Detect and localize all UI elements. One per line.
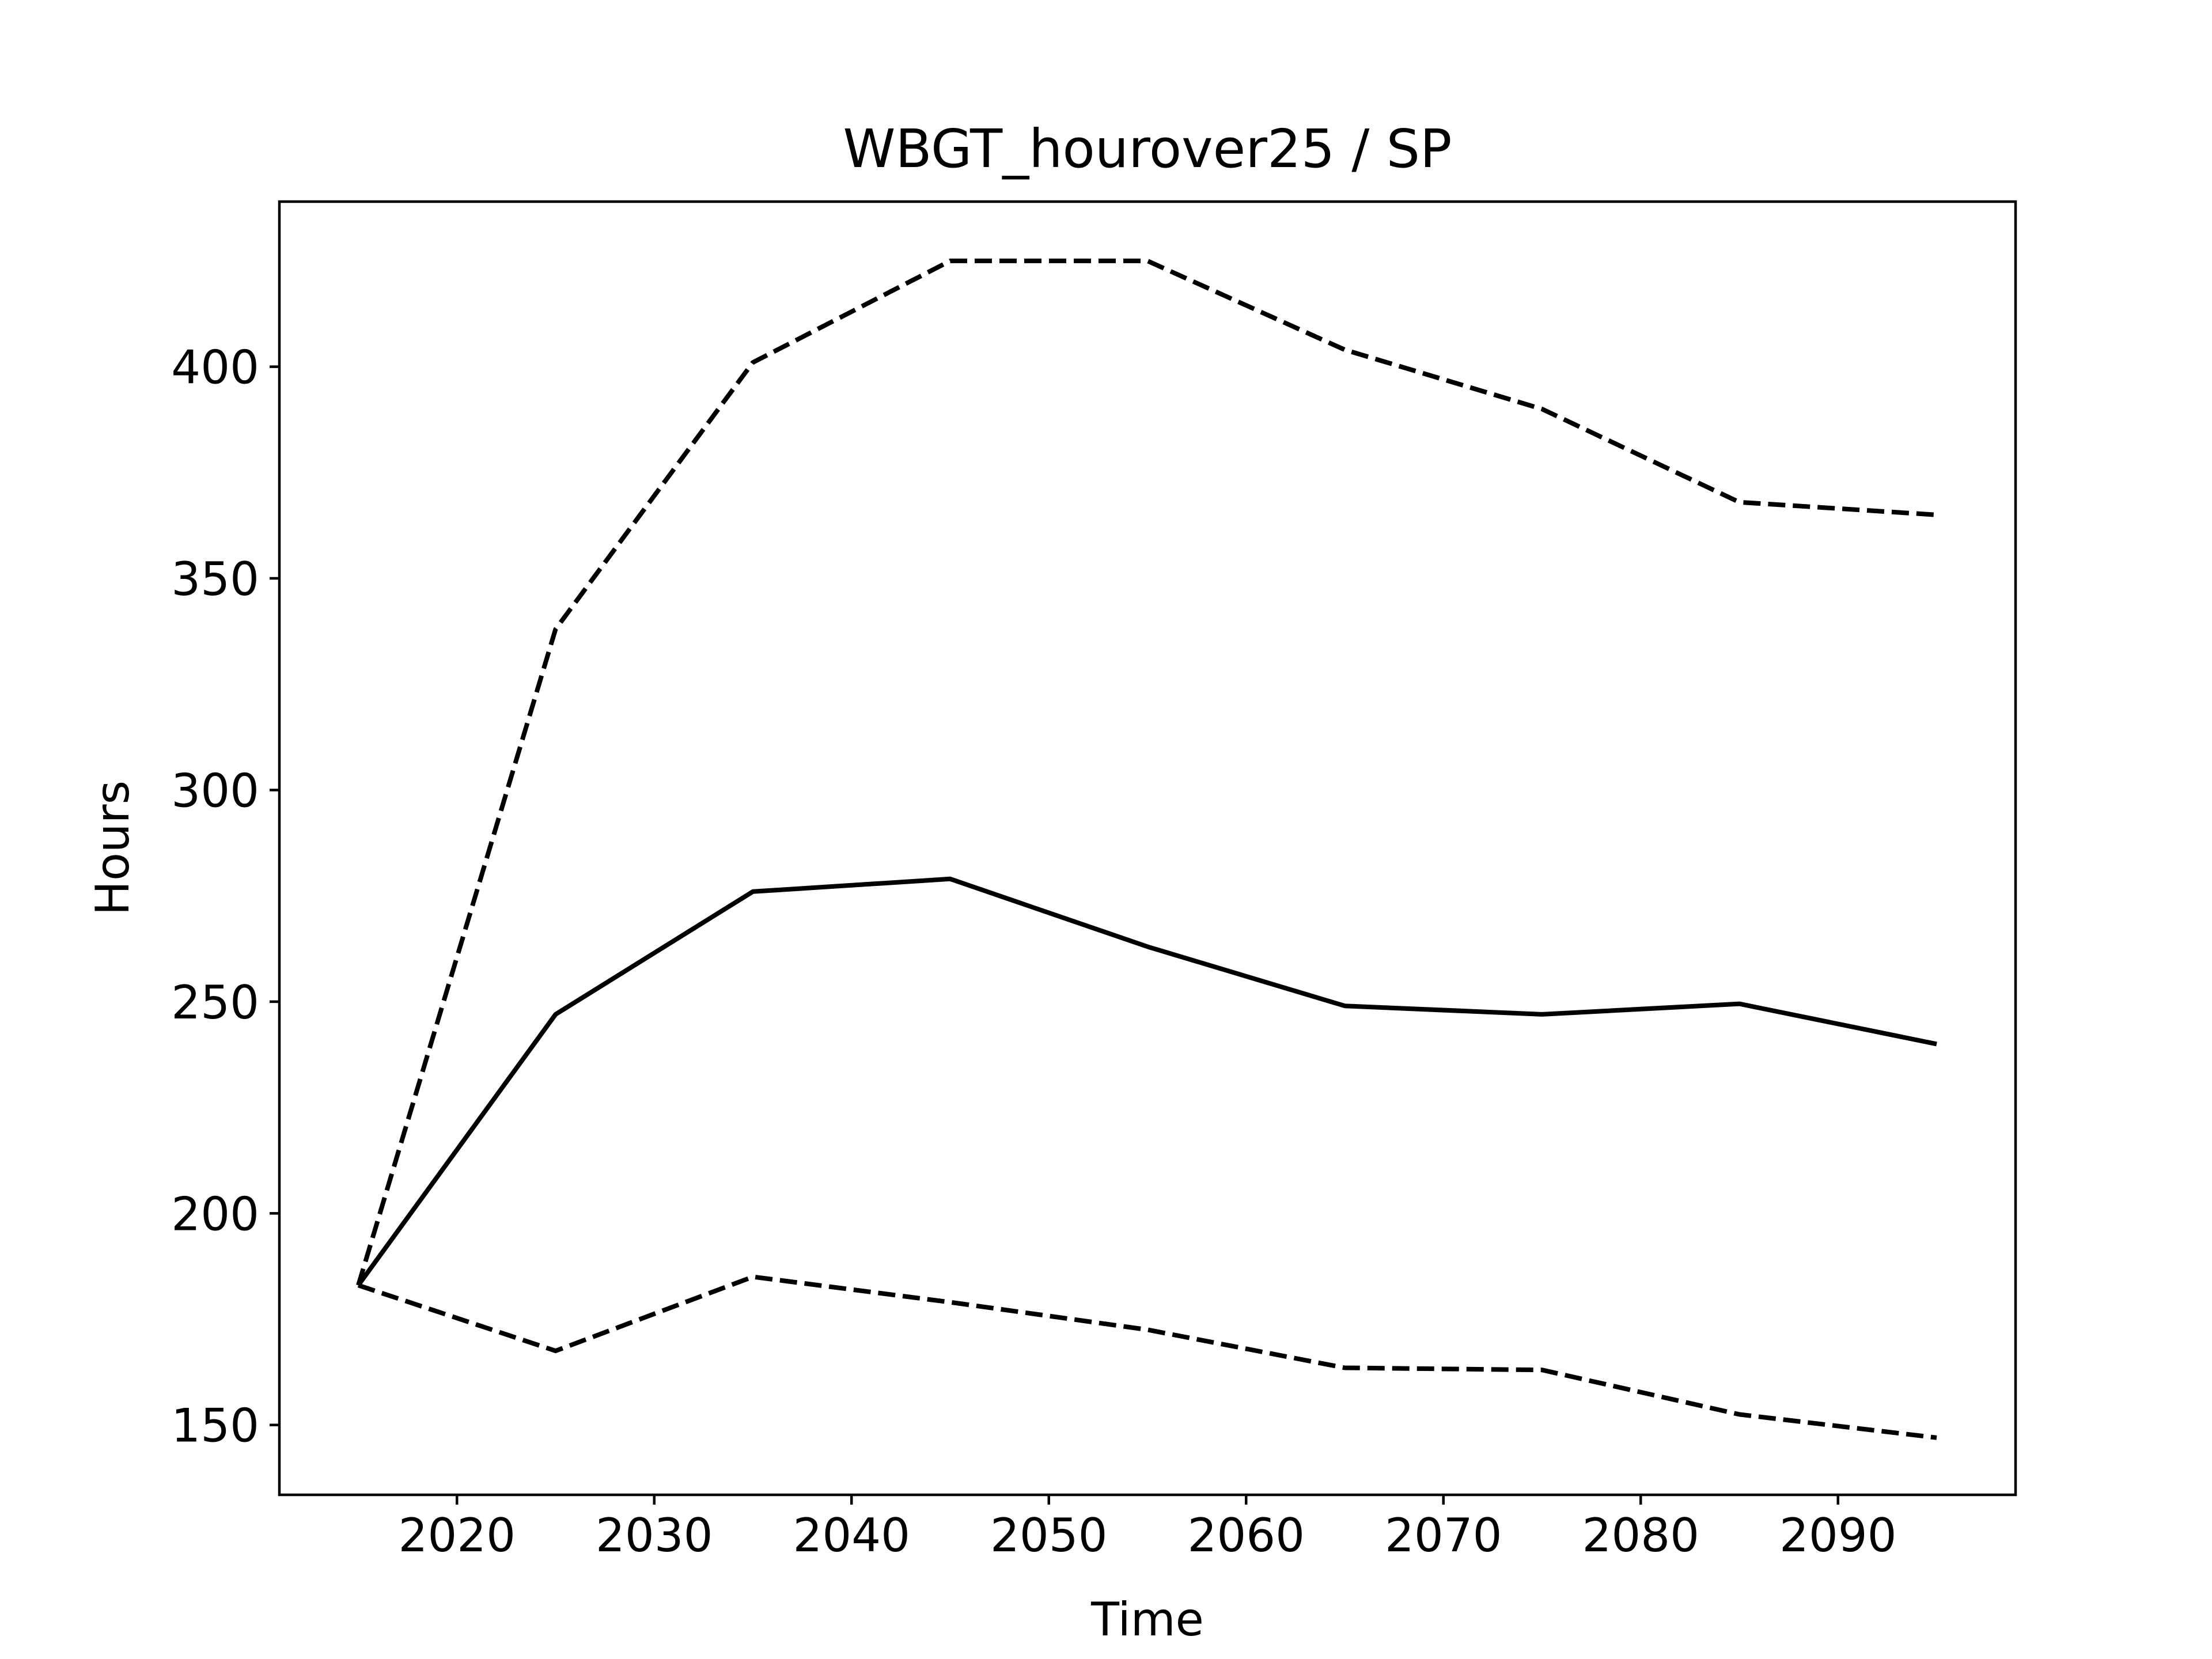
chart-title: WBGT_hourover25 / SP bbox=[843, 118, 1452, 180]
y-axis-label: Hours bbox=[86, 781, 139, 915]
series-line-lower-dashed bbox=[357, 1274, 1937, 1440]
x-tick-label: 2020 bbox=[398, 1509, 516, 1562]
x-axis: 2020 2030 2040 2050 2060 2070 2080 2090 bbox=[398, 1495, 1897, 1562]
x-tick-label: 2050 bbox=[990, 1509, 1108, 1562]
series-line-solid bbox=[356, 876, 1937, 1287]
y-tick-label: 400 bbox=[171, 341, 259, 395]
plot-lines bbox=[356, 258, 1937, 1440]
x-tick-label: 2070 bbox=[1385, 1509, 1502, 1562]
x-tick-label: 2040 bbox=[793, 1509, 910, 1562]
y-axis: 150 200 250 300 350 400 bbox=[171, 341, 279, 1453]
y-tick-label: 150 bbox=[171, 1399, 259, 1453]
x-tick-label: 2080 bbox=[1582, 1509, 1699, 1562]
x-tick-label: 2090 bbox=[1779, 1509, 1897, 1562]
plot-frame bbox=[278, 200, 2017, 1497]
x-axis-label: Time bbox=[1090, 1593, 1204, 1646]
y-tick-label: 300 bbox=[171, 764, 259, 817]
y-tick-label: 250 bbox=[171, 976, 259, 1029]
y-tick-label: 200 bbox=[171, 1187, 259, 1241]
y-tick-label: 350 bbox=[171, 552, 259, 606]
x-tick-label: 2030 bbox=[596, 1509, 713, 1562]
series-line-upper-dashed bbox=[356, 258, 1937, 1286]
x-tick-label: 2060 bbox=[1187, 1509, 1305, 1562]
